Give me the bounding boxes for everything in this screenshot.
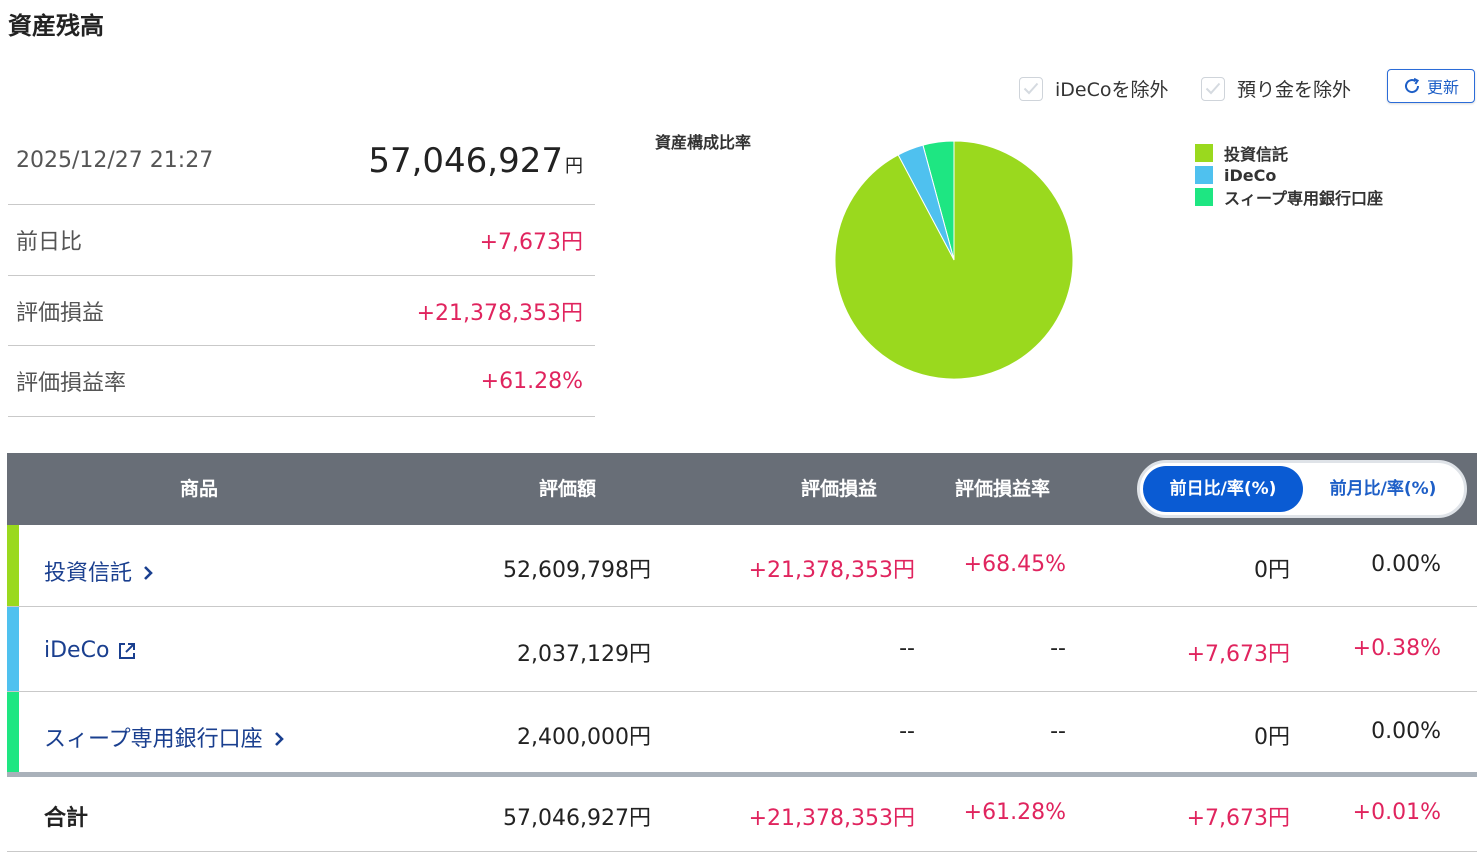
cell-pl: -- xyxy=(899,719,915,744)
total-unit: 円 xyxy=(565,155,583,177)
total-separator xyxy=(7,772,1477,777)
summary-row: 前日比 +7,673円 xyxy=(8,205,595,276)
period-toggle: 前日比/率(%) 前月比/率(%) xyxy=(1137,460,1467,518)
cell-day-rate: +0.38% xyxy=(1352,636,1441,661)
page-title: 資産残高 xyxy=(8,12,104,40)
row-color-bar xyxy=(7,607,19,691)
summary-row: 評価損益率 +61.28% xyxy=(8,346,595,417)
row-color-bar xyxy=(7,692,19,772)
cell-day-change: +7,673円 xyxy=(1186,806,1290,831)
cell-day-rate: +0.01% xyxy=(1352,800,1441,825)
asset-pie-chart xyxy=(834,140,1074,380)
table-row: iDeCo 2,037,129円 -- -- +7,673円 +0.38% xyxy=(7,607,1477,692)
cell-pl-rate: -- xyxy=(1050,719,1066,744)
product-name: スィープ専用銀行口座 xyxy=(44,727,263,752)
cell-pl: +21,378,353円 xyxy=(748,806,915,831)
cell-valuation: 2,400,000円 xyxy=(517,725,651,750)
external-link-icon xyxy=(119,642,136,659)
table-header: 商品 評価額 評価損益 評価損益率 前日比/率(%) 前月比/率(%) xyxy=(7,453,1477,525)
legend-swatch xyxy=(1195,144,1213,162)
cell-pl-rate: -- xyxy=(1050,636,1066,661)
pie-slice xyxy=(834,140,1074,380)
header-pl: 評価損益 xyxy=(801,478,878,500)
total-amount: 57,046,927 xyxy=(368,140,563,181)
cell-pl: +21,378,353円 xyxy=(748,558,915,583)
summary-label: 前日比 xyxy=(16,230,83,255)
cell-day-change: 0円 xyxy=(1254,725,1290,750)
product-link[interactable]: 投資信託 xyxy=(44,555,158,587)
summary-value: +61.28% xyxy=(480,368,583,394)
cell-valuation: 57,046,927円 xyxy=(503,806,651,831)
summary-row: 評価損益 +21,378,353円 xyxy=(8,276,595,346)
total-label: 合計 xyxy=(44,806,89,831)
checkbox-icon[interactable] xyxy=(1019,76,1043,101)
cell-day-rate: 0.00% xyxy=(1371,719,1441,744)
summary-total-value: 57,046,927 円 xyxy=(368,141,583,181)
summary-datetime: 2025/12/27 21:27 xyxy=(16,148,214,173)
chart-legend: 投資信託 iDeCo スィープ専用銀行口座 xyxy=(1195,142,1383,208)
cell-valuation: 52,609,798円 xyxy=(503,558,651,583)
cell-pl: -- xyxy=(899,636,915,661)
legend-item: 投資信託 xyxy=(1195,142,1383,164)
exclude-deposit-checkbox[interactable]: 預り金を除外 xyxy=(1201,75,1351,102)
chevron-right-icon xyxy=(274,732,284,746)
cell-day-change: 0円 xyxy=(1254,558,1290,583)
header-valuation: 評価額 xyxy=(539,478,597,500)
table-row: スィープ専用銀行口座 2,400,000円 -- -- 0円 0.00% xyxy=(7,692,1477,772)
chevron-right-icon xyxy=(144,566,153,580)
chart-title: 資産構成比率 xyxy=(655,133,752,152)
product-name: 投資信託 xyxy=(44,561,133,586)
legend-swatch xyxy=(1195,188,1213,206)
refresh-button[interactable]: 更新 xyxy=(1387,69,1475,103)
legend-label: iDeCo xyxy=(1224,165,1277,185)
row-color-bar xyxy=(7,525,19,606)
header-product: 商品 xyxy=(180,478,219,500)
table-row: 投資信託 52,609,798円 +21,378,353円 +68.45% 0円… xyxy=(7,525,1477,607)
refresh-label: 更新 xyxy=(1426,78,1459,97)
legend-label: スィープ専用銀行口座 xyxy=(1224,189,1384,208)
summary-value: +7,673円 xyxy=(479,230,583,255)
cell-pl-rate: +68.45% xyxy=(963,552,1066,577)
exclude-ideco-checkbox[interactable]: iDeCoを除外 xyxy=(1019,75,1169,102)
summary-value: +21,378,353円 xyxy=(416,300,583,326)
legend-swatch xyxy=(1195,166,1213,184)
exclude-deposit-label: 預り金を除外 xyxy=(1237,79,1352,101)
product-name: iDeCo xyxy=(44,638,110,663)
toggle-month-change[interactable]: 前月比/率(%) xyxy=(1329,479,1437,499)
product-link[interactable]: iDeCo xyxy=(44,638,137,663)
legend-item: iDeCo xyxy=(1195,164,1383,186)
exclude-ideco-label: iDeCoを除外 xyxy=(1055,79,1169,101)
cell-day-rate: 0.00% xyxy=(1371,552,1441,577)
cell-valuation: 2,037,129円 xyxy=(517,642,651,667)
checkbox-icon[interactable] xyxy=(1201,76,1225,101)
summary-total-row: 2025/12/27 21:27 57,046,927 円 xyxy=(8,117,595,205)
header-pl-rate: 評価損益率 xyxy=(955,478,1051,500)
toggle-day-change[interactable]: 前日比/率(%) xyxy=(1143,466,1303,512)
legend-item: スィープ専用銀行口座 xyxy=(1195,186,1383,208)
summary-label: 評価損益率 xyxy=(16,371,127,396)
refresh-icon xyxy=(1405,77,1420,94)
total-row: 合計 57,046,927円 +21,378,353円 +61.28% +7,6… xyxy=(7,777,1477,852)
summary-label: 評価損益 xyxy=(16,300,105,326)
product-link[interactable]: スィープ専用銀行口座 xyxy=(44,721,289,753)
legend-label: 投資信託 xyxy=(1224,145,1289,164)
cell-day-change: +7,673円 xyxy=(1186,642,1290,667)
cell-pl-rate: +61.28% xyxy=(963,800,1066,825)
